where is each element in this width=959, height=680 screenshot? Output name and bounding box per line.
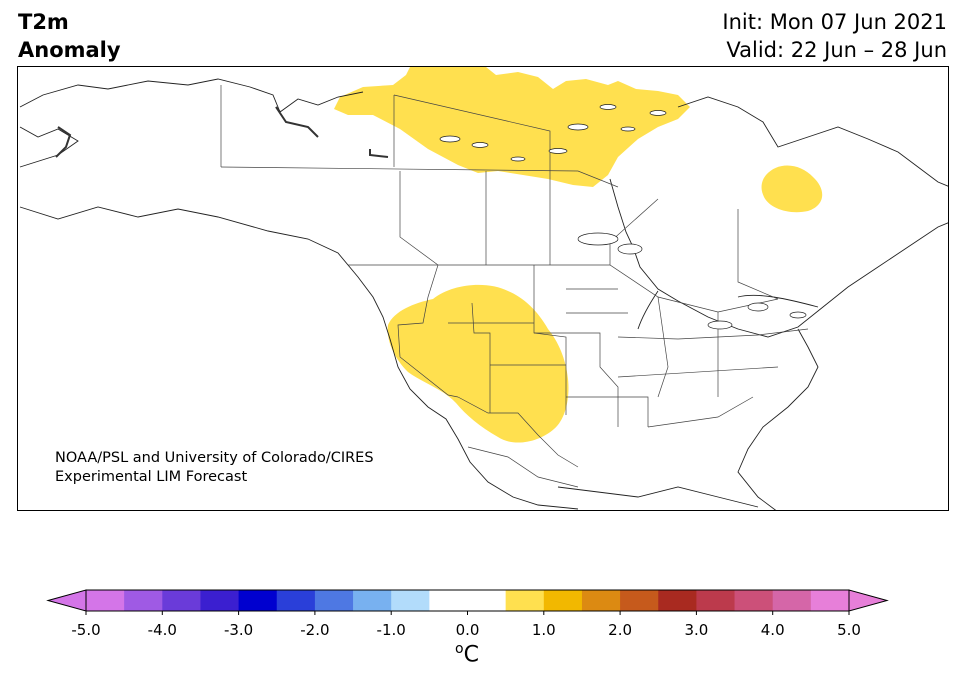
colorbar-tick-label: -3.0 [224, 621, 253, 639]
colorbar-bin [429, 590, 507, 611]
colorbar-tick-label: -4.0 [148, 621, 177, 639]
colorbar-bin [238, 590, 278, 611]
colorbar-tick-label: 1.0 [532, 621, 556, 639]
colorbar-tick-label: -1.0 [377, 621, 406, 639]
colorbar-tick-label: 4.0 [761, 621, 785, 639]
colorbar-tick-label: 5.0 [837, 621, 861, 639]
colorbar-bin [200, 590, 240, 611]
lakes [439, 104, 807, 330]
credit-line-2: Experimental LIM Forecast [55, 469, 248, 485]
variable-title: T2m [18, 10, 69, 34]
coastlines [19, 78, 948, 510]
anomaly-subtitle: Anomaly [18, 38, 121, 62]
colorbar-bin [810, 590, 850, 611]
init-date: Init: Mon 07 Jun 2021 [722, 10, 947, 34]
colorbar-bin [696, 590, 736, 611]
credit-text: NOAA/PSL and University of Colorado/CIRE… [55, 449, 374, 487]
colorbar-bin [314, 590, 354, 611]
valid-range: Valid: 22 Jun – 28 Jun [726, 38, 947, 62]
anomaly-region-us-southwest [387, 284, 569, 443]
date-block: Init: Mon 07 Jun 2021 Valid: 22 Jun – 28… [722, 8, 947, 64]
anomaly-region-northern-canada [334, 67, 690, 187]
colorbar-svg: -5.0 -4.0 -3.0 -2.0 -1.0 0.0 1.0 2.0 3.0 4.0 5.0 [46, 589, 889, 639]
colorbar: -5.0 -4.0 -3.0 -2.0 -1.0 0.0 1.0 2.0 3.0 4.0 5.0 [0, 580, 959, 644]
rivers [55, 106, 389, 158]
political-boundaries [220, 85, 809, 488]
colorbar-bin [734, 590, 774, 611]
title-block: T2m Anomaly [18, 8, 121, 64]
colorbar-bin [86, 590, 125, 611]
colorbar-bin [543, 590, 583, 611]
colorbar-bin [505, 590, 545, 611]
colorbar-tick-label: 2.0 [608, 621, 632, 639]
anomaly-shading [334, 67, 823, 443]
colorbar-bin [658, 590, 697, 611]
colorbar-tick-label: -2.0 [300, 621, 329, 639]
colorbar-bin [124, 590, 163, 611]
colorbar-under-arrow [46, 589, 87, 612]
colorbar-tick-label: 3.0 [684, 621, 708, 639]
colorbar-tick-label: 0.0 [456, 621, 480, 639]
colorbar-bin [391, 590, 430, 611]
colorbar-over-arrow [848, 589, 889, 612]
anomaly-region-quebec [761, 165, 823, 213]
colorbar-bin [276, 590, 316, 611]
colorbar-tick-label: -5.0 [71, 621, 100, 639]
colorbar-unit-label: oC [455, 641, 479, 668]
colorbar-bin [772, 590, 812, 611]
colorbar-bin [162, 590, 201, 611]
anomaly-map [17, 66, 949, 511]
colorbar-bin [581, 590, 621, 611]
credit-line-1: NOAA/PSL and University of Colorado/CIRE… [55, 450, 374, 466]
colorbar-bin [353, 590, 392, 611]
colorbar-bin [620, 590, 659, 611]
map-svg [19, 67, 948, 510]
